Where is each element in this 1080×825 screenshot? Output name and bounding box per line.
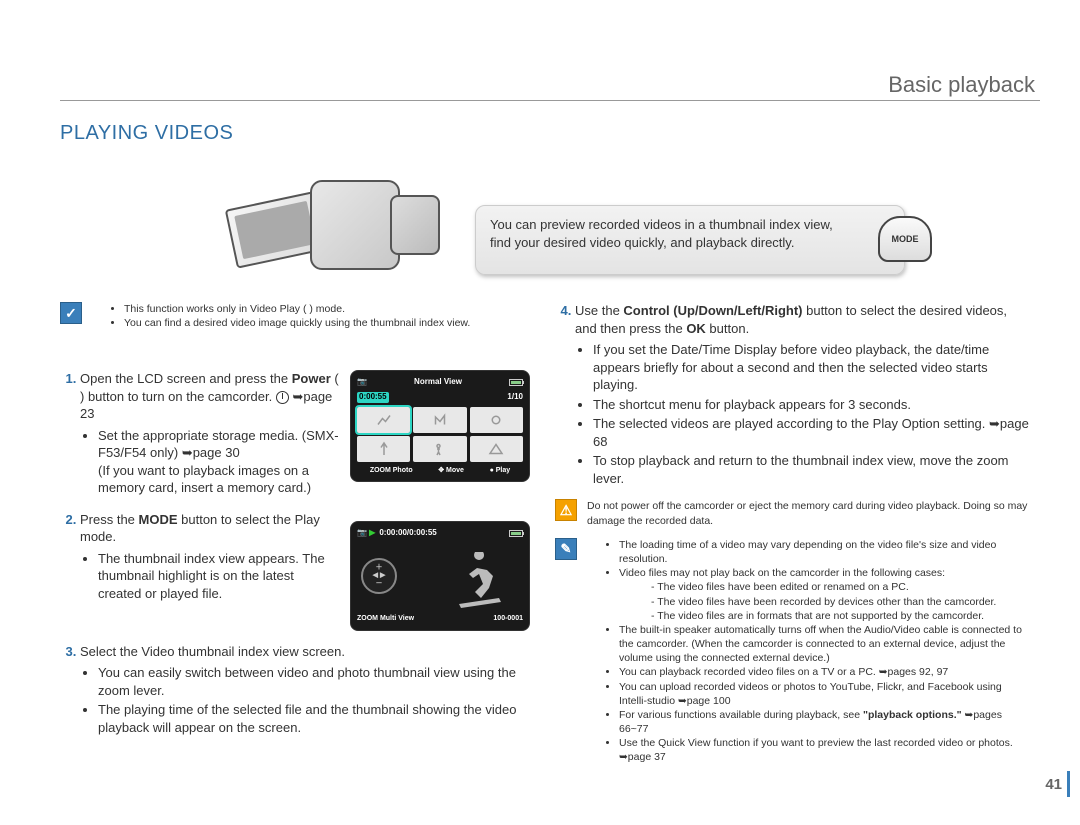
header-rule — [60, 100, 1040, 101]
step2-sub: The thumbnail index view appears. The th… — [98, 550, 340, 603]
right-column: Use the Control (Up/Down/Left/Right) but… — [555, 302, 1030, 765]
note-item: Use the Quick View function if you want … — [619, 736, 1030, 764]
thumb — [413, 436, 466, 462]
step-2: Press the MODE button to select the Play… — [80, 511, 530, 631]
screen1-counter: 1/10 — [507, 392, 523, 403]
screen2-time: 0:00:00/0:00:55 — [379, 528, 436, 539]
thumb — [357, 407, 410, 433]
thumbnail-index-screen: 📷 Normal View 0:00:55 1/10 — [350, 370, 530, 482]
mode-button-illustration: MODE — [878, 216, 932, 262]
step4-sub: To stop playback and return to the thumb… — [593, 452, 1030, 487]
note-item: The loading time of a video may vary dep… — [619, 538, 1030, 566]
step3-sub: The playing time of the selected file an… — [98, 701, 530, 736]
note-sub: The video files have been recorded by de… — [651, 595, 1030, 609]
step4-sub: If you set the Date/Time Display before … — [593, 341, 1030, 394]
note-item: You can playback recorded video files on… — [619, 665, 1030, 679]
step4-sub: The selected videos are played according… — [593, 415, 1030, 450]
step1-sub: Set the appropriate storage media. (SMX-… — [98, 427, 340, 497]
camcorder-illustration — [230, 170, 440, 290]
note-item: You can upload recorded videos or photos… — [619, 680, 1030, 708]
warning-row: Do not power off the camcorder or eject … — [555, 499, 1030, 527]
warning-icon — [555, 499, 577, 521]
step3-sub: You can easily switch between video and … — [98, 664, 530, 699]
thumb — [357, 436, 410, 462]
notes-list: The loading time of a video may vary dep… — [587, 538, 1030, 765]
skater-silhouette — [449, 552, 509, 612]
note-item: For various functions available during p… — [619, 708, 1030, 736]
camcorder-body — [310, 180, 400, 270]
step4-sub: The shortcut menu for playback appears f… — [593, 396, 1030, 414]
callout-text: You can preview recorded videos in a thu… — [490, 217, 833, 250]
check-icon — [60, 302, 82, 324]
note-item: The built-in speaker automatically turns… — [619, 623, 1030, 666]
page-number: 41 — [1045, 775, 1062, 795]
info-note-row: This function works only in Video Play (… — [60, 302, 530, 330]
play-icon: 📷 ▶ — [357, 528, 375, 539]
camcorder-lens — [390, 195, 440, 255]
note-sub: The video files are in formats that are … — [651, 609, 1030, 623]
page-number-bar — [1067, 771, 1070, 797]
control-pad-icon — [361, 558, 397, 594]
notes-row: The loading time of a video may vary dep… — [555, 538, 1030, 765]
note-item: Video files may not play back on the cam… — [619, 566, 1030, 623]
step-1: Open the LCD screen and press the Power … — [80, 370, 530, 499]
left-column: Open the LCD screen and press the Power … — [60, 370, 530, 749]
step-3: Select the Video thumbnail index view sc… — [80, 643, 530, 737]
thumb — [413, 407, 466, 433]
mode-label: MODE — [892, 233, 919, 245]
chapter-title: Basic playback — [888, 70, 1035, 100]
thumb — [470, 436, 523, 462]
info-note-item: This function works only in Video Play (… — [124, 302, 470, 316]
info-note-item: You can find a desired video image quick… — [124, 316, 470, 330]
warning-text: Do not power off the camcorder or eject … — [587, 499, 1030, 527]
screen1-title: Normal View — [414, 377, 462, 388]
thumb — [470, 407, 523, 433]
power-icon — [276, 391, 289, 404]
playback-screen: 📷 ▶ 0:00:00/0:00:55 ZOOM Multi View 100-… — [350, 521, 530, 631]
section-title: PLAYING VIDEOS — [60, 120, 233, 147]
screen1-cam-icon: 📷 — [357, 377, 367, 388]
battery-icon — [509, 379, 523, 386]
note-icon — [555, 538, 577, 560]
info-note-list: This function works only in Video Play (… — [92, 302, 470, 330]
step-4: Use the Control (Up/Down/Left/Right) but… — [575, 302, 1030, 487]
battery-icon — [509, 530, 523, 537]
note-sub: The video files have been edited or rena… — [651, 580, 1030, 594]
screen1-grid — [357, 407, 523, 462]
callout-box: You can preview recorded videos in a thu… — [475, 205, 905, 275]
screen1-time: 0:00:55 — [357, 392, 389, 403]
